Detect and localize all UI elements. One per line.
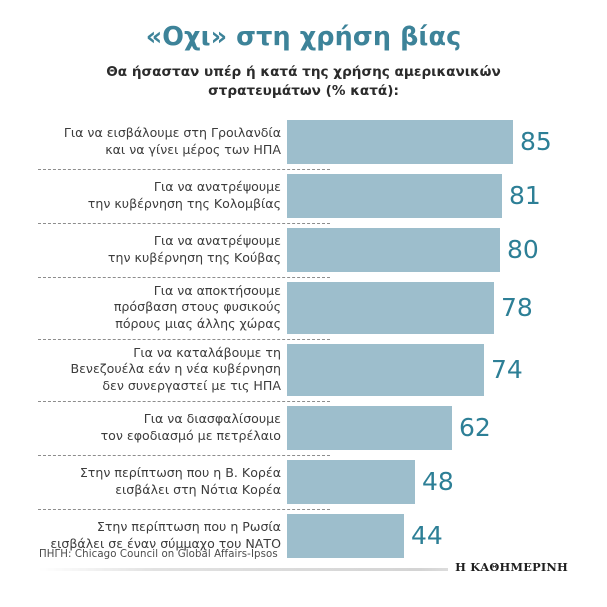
bar-value-label: 80 [507, 235, 539, 265]
row-bar-area: 85 [287, 115, 607, 169]
chart-footer: ΠΗΓΗ: Chicago Council on Global Affairs-… [0, 549, 607, 593]
bar [287, 227, 500, 272]
bar [287, 281, 494, 334]
footer-divider [39, 568, 568, 571]
row-divider [38, 338, 330, 340]
chart-row: Για να ανατρέψουμε την κυβέρνηση της Κολ… [0, 168, 607, 223]
bar-value-label: 78 [501, 293, 533, 323]
chart-row: Για να καταλάβουμε τη Βενεζουέλα εάν η ν… [0, 338, 607, 401]
source-note: ΠΗΓΗ: Chicago Council on Global Affairs-… [39, 549, 278, 560]
row-label: Στην περίπτωση που η Ρωσία εισβάλει σε έ… [50, 519, 281, 551]
bar-value-label: 48 [422, 467, 454, 497]
page-title: «Οχι» στη χρήση βίας [145, 22, 462, 52]
chart-row: Για να ανατρέψουμε την κυβέρνηση της Κού… [0, 222, 607, 277]
chart-row: Για να εισβάλουμε στη Γροιλανδία και να … [0, 115, 607, 169]
row-divider [38, 454, 330, 456]
bar [287, 459, 415, 504]
row-label: Για να καταλάβουμε τη Βενεζουέλα εάν η ν… [70, 344, 281, 393]
row-label: Για να διασφαλίσουμε τον εφοδιασμό με πε… [100, 411, 281, 443]
row-bar-area: 80 [287, 223, 607, 277]
row-divider [38, 222, 330, 224]
publisher-logo: Η ΚΑΘΗΜΕΡΙΝΗ [448, 560, 568, 574]
chart-row: Στην περίπτωση που η Β. Κορέα εισβάλει σ… [0, 454, 607, 509]
chart-subtitle: Θα ήσασταν υπέρ ή κατά της χρήσης αμερικ… [106, 64, 501, 100]
row-bar-area: 48 [287, 455, 607, 509]
bar [287, 119, 513, 164]
row-divider [38, 508, 330, 510]
bar [287, 173, 502, 218]
row-divider [38, 400, 330, 402]
bar [287, 405, 452, 450]
chart-row: Για να διασφαλίσουμε τον εφοδιασμό με πε… [0, 400, 607, 455]
bar [287, 343, 484, 396]
row-label: Για να ανατρέψουμε την κυβέρνηση της Κού… [107, 233, 281, 265]
row-label: Στην περίπτωση που η Β. Κορέα εισβάλει σ… [79, 465, 281, 497]
chart-header: «Οχι» στη χρήση βίας Θα ήσασταν υπέρ ή κ… [0, 0, 607, 102]
row-bar-area: 62 [287, 401, 607, 455]
row-bar-area: 78 [287, 277, 607, 339]
bar-chart: Για να εισβάλουμε στη Γροιλανδία και να … [0, 115, 607, 563]
row-bar-area: 74 [287, 339, 607, 401]
bar-value-label: 44 [411, 521, 443, 551]
bar [287, 513, 404, 558]
bar-value-label: 74 [491, 355, 523, 385]
bar-value-label: 62 [459, 413, 491, 443]
row-label: Για να αποκτήσουμε πρόσβαση στους φυσικο… [113, 282, 281, 331]
chart-row: Στην περίπτωση που η Ρωσία εισβάλει σε έ… [0, 508, 607, 563]
row-divider [38, 276, 330, 278]
bar-value-label: 81 [509, 181, 541, 211]
row-label: Για να εισβάλουμε στη Γροιλανδία και να … [63, 125, 281, 157]
row-bar-area: 81 [287, 169, 607, 223]
row-label: Για να ανατρέψουμε την κυβέρνηση της Κολ… [87, 179, 281, 211]
row-divider [38, 168, 330, 170]
chart-row: Για να αποκτήσουμε πρόσβαση στους φυσικο… [0, 276, 607, 339]
bar-value-label: 85 [520, 127, 552, 157]
row-bar-area: 44 [287, 509, 607, 563]
